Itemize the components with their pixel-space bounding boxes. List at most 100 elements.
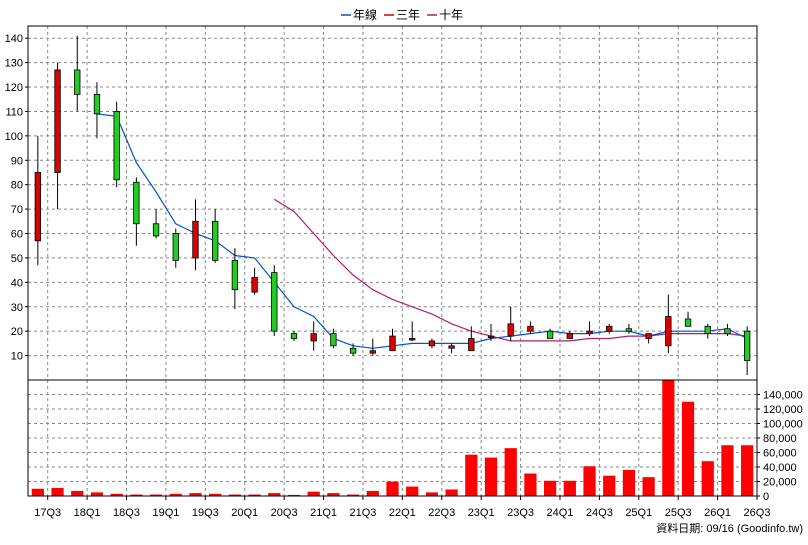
volume-bar [524,473,537,496]
candle-body [231,259,239,291]
candle-body [369,350,376,354]
candle-body [448,345,455,349]
volume-bar [130,494,143,496]
legend-label: 十年 [439,8,463,22]
price-panel: 10 20 30 40 50 60 70 80 90 100 110 120 130 140 [5,25,758,381]
volume-bar [662,380,675,496]
volume-bar [425,492,439,496]
candle-body [606,325,613,332]
x-tick-label: 24Q3 [586,507,613,519]
candle-body [487,335,495,338]
volume-bar [209,493,222,496]
volume-bar [681,401,695,496]
candle-body [271,272,278,332]
candle-body [310,333,317,342]
volume-bar [406,486,419,496]
price-tick-label: 10 [11,351,23,363]
volume-bar [603,475,616,496]
x-tick-label: 23Q3 [507,507,534,519]
volume-tick-label: 100,000 [763,419,803,431]
candle-body [349,347,357,354]
candle-body [507,323,514,337]
footer-date: 資料日期: 09/16 (Goodinfo.tw) [656,521,803,535]
volume-tick-label: 140,000 [763,390,803,402]
volume-bar [110,493,123,496]
volume-bar [741,445,754,496]
volume-tick-label: 0 [763,491,769,503]
volume-tick-label: 40,000 [763,462,797,474]
volume-tick-label: 60,000 [763,448,797,460]
volume-bar [642,477,655,496]
price-tick-label: 90 [11,155,23,167]
candle-body [724,328,731,335]
x-tick-label: 22Q1 [389,507,416,519]
volume-bar [366,490,379,496]
ma-year-line [96,113,748,349]
volume-bar [31,488,44,496]
legend: 年線 三年 十年 [341,7,463,22]
price-tick-label: 50 [11,253,23,265]
candle-body [93,93,101,115]
price-tick-label: 80 [11,180,23,192]
price-tick-label: 60 [11,229,23,241]
price-tick-label: 130 [5,58,23,70]
candle-body [665,316,672,347]
candle-body [645,333,652,339]
volume-bar [71,490,84,496]
candle-body [251,277,258,293]
volume-bar [51,488,64,496]
price-tick-label: 40 [11,277,23,289]
x-tick-label: 26Q3 [744,507,771,519]
volume-bar [563,480,576,496]
volume-tick-label: 80,000 [763,433,797,445]
legend-label: 年線 [353,7,377,22]
x-tick-label: 20Q1 [231,507,258,519]
candle-body [74,69,81,95]
candle-body [290,333,298,339]
candle-body [566,333,573,339]
x-tick-label: 21Q3 [349,507,376,519]
volume-bar [90,492,104,496]
candle-body [527,325,534,332]
volume-bar [189,493,202,496]
price-tick-label: 140 [5,33,23,45]
volume-bar [228,494,241,496]
x-tick-label: 19Q1 [152,507,179,519]
candle-body [468,338,475,352]
volume-tick-label: 20,000 [763,477,797,489]
legend-label: 三年 [396,8,420,22]
volume-bar [721,445,734,496]
price-tick-label: 30 [11,302,23,314]
candle-body [743,330,751,361]
x-tick-label: 22Q3 [428,507,455,519]
candle-body [684,318,692,327]
candle-body [54,69,61,173]
volume-bar [287,494,301,496]
candle-body [152,223,160,237]
x-tick-label: 23Q1 [468,507,495,519]
x-tick-label: 18Q3 [113,507,140,519]
x-tick-label: 19Q3 [192,507,219,519]
volume-bar [504,448,517,496]
x-tick-label: 18Q1 [74,507,101,519]
volume-bar [268,493,281,496]
price-plot-frame [27,25,758,381]
candle-body [428,340,436,347]
price-tick-label: 20 [11,326,23,338]
candle-body [389,335,396,352]
volume-bar [544,480,557,496]
candle-body [625,328,633,332]
candle-body [113,111,120,181]
x-tick-label: 17Q3 [34,507,61,519]
volume-bar [386,481,399,496]
candle-body [704,325,711,335]
candle-body [133,181,140,225]
candle-body [546,330,554,339]
volume-bar [484,457,498,496]
volume-bar [701,461,714,496]
volume-bar [465,454,478,496]
volume-bar [622,469,636,496]
x-tick-label: 20Q3 [271,507,298,519]
